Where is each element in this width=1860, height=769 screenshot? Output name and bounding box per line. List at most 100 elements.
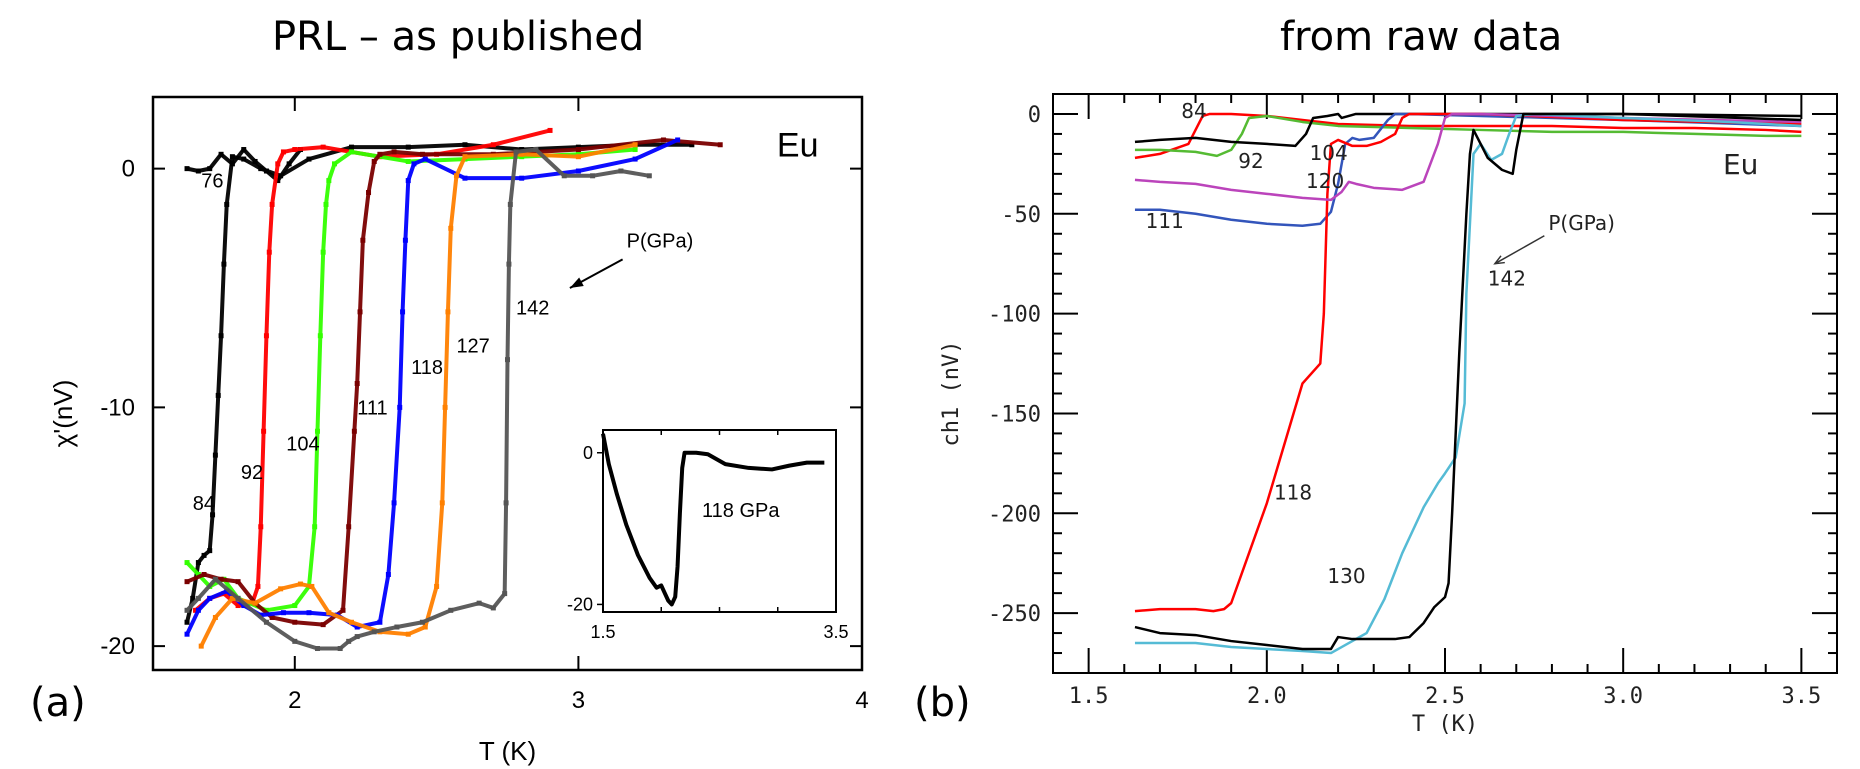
arrow-head-b bbox=[1493, 255, 1505, 265]
data-point-a bbox=[346, 638, 352, 644]
data-point-a bbox=[326, 178, 332, 184]
data-point-a bbox=[422, 624, 428, 630]
annotation-a-104: 104 bbox=[286, 433, 319, 455]
data-point-a bbox=[462, 142, 468, 148]
annotation-a-118: 118 bbox=[411, 357, 443, 379]
x-tick-label-b: 3.0 bbox=[1603, 684, 1643, 709]
data-point-a bbox=[490, 605, 496, 611]
inset-series-line bbox=[601, 433, 825, 607]
data-point-a bbox=[354, 381, 360, 386]
inset-y-tick-label: 0 bbox=[583, 443, 593, 463]
data-point-a bbox=[439, 500, 445, 506]
data-point-a bbox=[195, 168, 201, 174]
data-point-a bbox=[332, 161, 338, 167]
data-point-a bbox=[385, 572, 391, 577]
data-point-a bbox=[349, 619, 355, 625]
data-point-a bbox=[292, 603, 298, 609]
data-point-a bbox=[193, 607, 199, 613]
y-tick-label-a: -20 bbox=[100, 633, 135, 660]
annotation-a-127: 127 bbox=[456, 335, 489, 357]
annotation-b-84: 84 bbox=[1181, 99, 1206, 123]
data-point-a bbox=[422, 156, 428, 162]
data-point-a bbox=[201, 572, 207, 577]
data-point-a bbox=[505, 357, 510, 363]
data-point-a bbox=[317, 333, 323, 339]
data-point-a bbox=[354, 624, 360, 630]
annotation-b-118: 118 bbox=[1274, 480, 1312, 504]
series-line-b-120 bbox=[1134, 112, 1802, 202]
data-point-a bbox=[184, 619, 190, 625]
data-point-a bbox=[646, 173, 652, 179]
annotation-a-84: 84 bbox=[193, 493, 215, 515]
y-tick-label-a: -10 bbox=[100, 394, 135, 421]
data-point-a bbox=[195, 595, 201, 601]
data-point-a bbox=[675, 137, 681, 143]
data-point-a bbox=[419, 619, 425, 625]
x-tick-label-b: 2.5 bbox=[1425, 684, 1465, 709]
data-point-a bbox=[660, 137, 666, 143]
series-a-92 bbox=[193, 127, 553, 613]
data-point-a bbox=[309, 583, 315, 589]
x-tick-label-a: 4 bbox=[855, 687, 868, 714]
x-tick-label-b: 2.0 bbox=[1247, 684, 1287, 709]
annotation-b-92: 92 bbox=[1238, 149, 1263, 173]
data-point-a bbox=[269, 614, 275, 620]
data-point-a bbox=[198, 643, 204, 649]
data-point-a bbox=[506, 261, 512, 267]
series-line-b-92 bbox=[1134, 114, 1802, 158]
y-tick-label-b: -50 bbox=[1001, 203, 1041, 228]
data-point-a bbox=[292, 638, 298, 644]
data-point-a bbox=[400, 309, 406, 315]
data-point-a bbox=[218, 576, 224, 582]
data-point-a bbox=[377, 619, 383, 625]
data-point-a bbox=[397, 404, 403, 410]
data-point-a bbox=[632, 142, 638, 148]
data-point-a bbox=[533, 147, 539, 153]
data-point-a bbox=[241, 156, 247, 162]
plot-frame-b bbox=[1052, 93, 1838, 674]
y-axis-label-a: χ'(nV) bbox=[48, 380, 78, 448]
data-point-a bbox=[280, 610, 286, 616]
y-axis-label-b: ch1 (nV) bbox=[939, 341, 964, 447]
data-point-a bbox=[689, 142, 695, 148]
data-point-a bbox=[547, 127, 553, 133]
data-point-a bbox=[258, 524, 264, 530]
data-point-a bbox=[632, 147, 638, 153]
data-point-a bbox=[371, 158, 377, 164]
data-point-a bbox=[349, 144, 355, 150]
data-point-a bbox=[394, 624, 400, 630]
data-point-a bbox=[221, 261, 227, 267]
data-point-a bbox=[360, 237, 366, 243]
annotation-a-76: 76 bbox=[201, 171, 223, 193]
data-point-a bbox=[351, 428, 357, 434]
data-point-a bbox=[275, 178, 281, 184]
data-point-a bbox=[314, 646, 320, 652]
data-point-a bbox=[320, 144, 326, 150]
data-point-a bbox=[507, 201, 513, 207]
data-point-a bbox=[453, 173, 459, 179]
data-point-a bbox=[411, 161, 417, 167]
series-line-a bbox=[199, 142, 636, 648]
data-point-a bbox=[445, 309, 451, 315]
y-tick-label-b: 0 bbox=[1028, 103, 1041, 128]
data-point-a bbox=[212, 452, 218, 458]
data-point-a bbox=[306, 610, 312, 616]
data-point-a bbox=[201, 552, 207, 558]
data-point-a bbox=[320, 622, 326, 628]
data-point-a bbox=[462, 175, 468, 181]
annotation-b-130: 130 bbox=[1327, 564, 1365, 588]
data-point-a bbox=[391, 500, 397, 506]
data-point-a bbox=[402, 237, 408, 243]
data-point-a bbox=[320, 249, 326, 255]
data-point-a bbox=[354, 634, 360, 640]
data-point-a bbox=[261, 428, 267, 434]
data-point-a bbox=[490, 142, 496, 148]
data-point-a bbox=[278, 173, 284, 179]
series-line-a bbox=[194, 128, 551, 612]
series-line-b-118 bbox=[1134, 112, 1802, 613]
data-point-a bbox=[269, 201, 275, 207]
annotation-arrow-b bbox=[1494, 235, 1545, 265]
data-point-a bbox=[210, 512, 216, 518]
annotation-a-142: 142 bbox=[516, 297, 549, 319]
data-point-a bbox=[618, 168, 624, 174]
